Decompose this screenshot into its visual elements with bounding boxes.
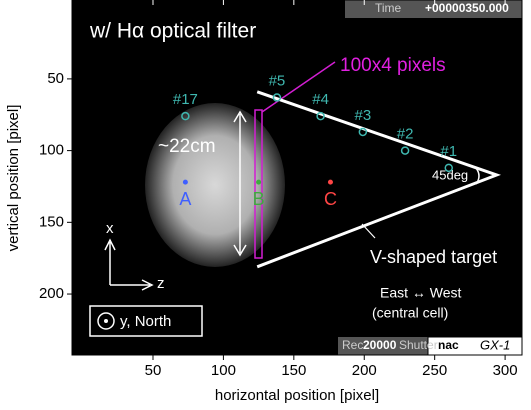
probe-label: #5 <box>269 73 286 90</box>
time-value: +00000350.000 <box>425 1 509 15</box>
probe-label: #2 <box>397 126 414 143</box>
probe-marker <box>358 127 368 137</box>
point-label: A <box>179 189 191 209</box>
point-label: B <box>253 189 265 209</box>
time-label: Time <box>375 1 402 15</box>
rec-label: Rec <box>342 338 363 352</box>
probe-marker <box>444 163 454 173</box>
probe-label: #4 <box>312 91 329 108</box>
north-symbol <box>97 312 115 330</box>
roi-leader <box>261 61 336 113</box>
probe-marker <box>316 111 325 121</box>
x-tick-label: 50 <box>145 362 162 379</box>
axis-arrows <box>104 238 154 291</box>
north-box <box>89 305 203 337</box>
north-dot <box>104 319 108 323</box>
point-marker <box>327 179 333 185</box>
direction-label: East ↔ West <box>380 285 462 301</box>
size-label: ~22cm <box>158 136 216 157</box>
chart-title: w/ Hα optical filter <box>89 20 256 43</box>
target-label: V-shaped target <box>370 247 497 267</box>
y-tick-label: 100 <box>39 142 64 159</box>
footer-bar <box>338 337 428 355</box>
model: GX-1 <box>480 337 510 352</box>
header-bar <box>345 0 522 18</box>
y-axis-label: vertical position [pixel] <box>5 105 22 252</box>
axis-x-label: x <box>106 220 114 237</box>
shutter-label: Shutter <box>399 338 438 352</box>
v-target <box>256 90 502 269</box>
maker: nac <box>438 338 459 352</box>
size-arrowheads <box>233 110 247 257</box>
rec-value: 20000 <box>363 338 397 352</box>
x-tick-label: 150 <box>281 362 306 379</box>
y-tick-label: 50 <box>47 70 64 87</box>
axis-y-label: y, North <box>120 313 171 330</box>
x-tick-label: 250 <box>422 362 447 379</box>
cell-label: (central cell) <box>372 305 448 321</box>
x-axis-label: horizontal position [pixel] <box>215 387 379 404</box>
y-tick-label: 150 <box>39 213 64 230</box>
point-marker <box>256 179 262 185</box>
x-tick-label: 100 <box>211 362 236 379</box>
y-tick-label: 200 <box>39 285 64 302</box>
point-label: C <box>324 189 337 209</box>
plot-border <box>71 0 523 356</box>
x-tick-label: 300 <box>493 362 518 379</box>
probe-label: #3 <box>355 107 372 124</box>
point-marker <box>182 179 188 185</box>
probe-marker <box>400 146 410 155</box>
probe-label: #17 <box>173 91 198 108</box>
axis-z-label: z <box>157 275 165 292</box>
roi-box <box>254 109 263 259</box>
x-tick-label: 200 <box>352 362 377 379</box>
angle-label: 45deg <box>432 167 468 182</box>
roi-label: 100x4 pixels <box>340 55 446 76</box>
shutter-value: 100k <box>455 338 482 352</box>
plasma-glow <box>145 103 285 267</box>
probe-marker <box>181 111 190 121</box>
probe-label: #1 <box>440 143 457 160</box>
probe-marker <box>272 93 282 102</box>
